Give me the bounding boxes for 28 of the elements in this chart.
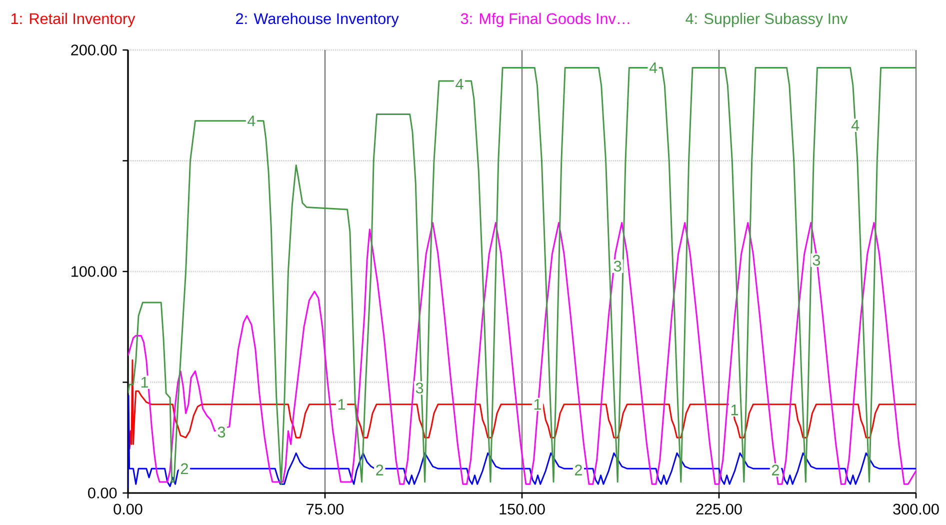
x-tick-label: 0.00 bbox=[114, 504, 142, 515]
annotation: 4 bbox=[456, 78, 464, 90]
annotation: 1 bbox=[534, 399, 542, 410]
annotation: 1 bbox=[141, 376, 148, 388]
annotation: 3 bbox=[218, 426, 226, 438]
annotation: 2 bbox=[574, 464, 582, 476]
annotation: 3 bbox=[812, 254, 820, 266]
text: 4: Supplier Subassy Inv bbox=[686, 12, 848, 28]
text: 1: Retail Inventory bbox=[11, 12, 136, 28]
annotation: 2 bbox=[772, 464, 779, 476]
y-tick-label: 0.00 bbox=[88, 488, 117, 498]
annotation: 3 bbox=[614, 260, 622, 272]
annotation: 2 bbox=[376, 464, 384, 476]
x-tick-label: 150.00 bbox=[500, 504, 545, 515]
text: 2: Warehouse Inventory bbox=[236, 12, 399, 28]
x-tick-label: 75.00 bbox=[306, 504, 344, 515]
annotation: 4 bbox=[851, 120, 860, 131]
y-tick-label: 100.00 bbox=[72, 266, 117, 277]
annotation: 3 bbox=[416, 382, 424, 394]
x-tick-label: 225.00 bbox=[696, 504, 742, 515]
annotation: 2 bbox=[180, 463, 188, 474]
annotation: 1 bbox=[338, 399, 346, 410]
annotation: 4 bbox=[248, 116, 256, 126]
x-tick-label: 300.00 bbox=[893, 504, 939, 515]
y-tick-label: 200.00 bbox=[71, 44, 117, 56]
text: 3: Mfg Final Goods Inv… bbox=[460, 12, 630, 28]
annotation: 4 bbox=[649, 62, 658, 73]
annotation: 1 bbox=[731, 404, 738, 416]
